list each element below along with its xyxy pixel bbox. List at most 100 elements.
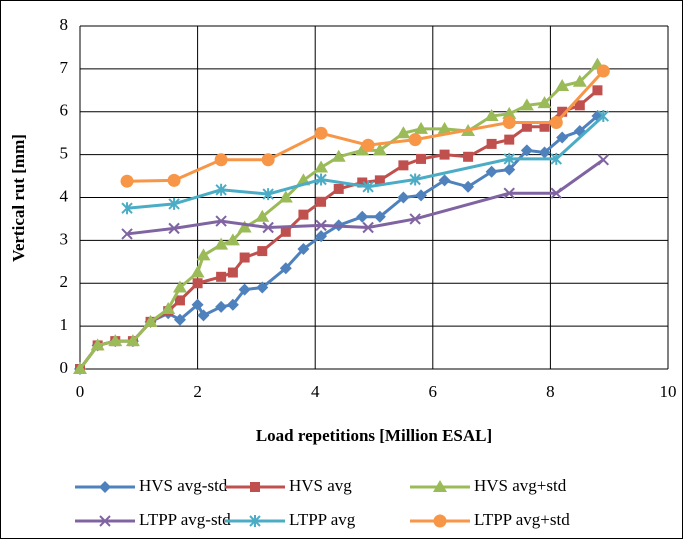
y-axis-label: Vertical rut [mm] <box>9 134 28 262</box>
marker <box>314 160 329 173</box>
x-tick-label: 8 <box>546 382 555 401</box>
y-tick-label: 8 <box>60 15 69 34</box>
marker <box>437 121 452 134</box>
marker <box>237 220 252 233</box>
marker <box>108 334 123 347</box>
marker <box>214 153 228 167</box>
marker <box>362 221 374 234</box>
series-line <box>126 114 605 210</box>
marker <box>173 313 186 326</box>
marker <box>120 174 134 188</box>
y-tick-label: 4 <box>60 186 69 205</box>
marker <box>125 334 140 347</box>
marker <box>537 96 552 109</box>
marker <box>415 189 428 202</box>
marker <box>216 271 227 282</box>
marker <box>521 121 532 132</box>
x-tick-label: 10 <box>660 382 677 401</box>
marker <box>557 106 568 117</box>
series-line <box>127 70 605 183</box>
marker <box>555 79 570 92</box>
marker <box>167 173 181 187</box>
marker <box>372 143 387 156</box>
marker <box>362 180 374 193</box>
marker <box>409 213 421 225</box>
legend-label: HVS avg-std <box>139 476 228 495</box>
marker <box>486 138 497 149</box>
marker <box>484 109 499 122</box>
marker <box>397 191 410 204</box>
marker <box>278 190 293 203</box>
y-tick-label: 0 <box>60 358 69 377</box>
marker <box>225 233 240 246</box>
marker <box>280 226 291 237</box>
marker <box>238 283 251 296</box>
marker <box>355 143 370 156</box>
marker <box>315 173 327 186</box>
marker <box>197 309 210 322</box>
marker <box>538 146 551 159</box>
marker <box>596 64 610 78</box>
marker <box>297 242 310 255</box>
marker <box>592 85 603 96</box>
marker <box>226 298 239 311</box>
y-tick-label: 1 <box>60 315 69 334</box>
marker <box>373 210 386 223</box>
marker <box>190 265 205 278</box>
legend-marker <box>433 480 447 492</box>
x-tick-label: 0 <box>76 382 85 401</box>
marker <box>172 280 187 293</box>
marker <box>215 300 228 313</box>
legend-label: LTPP avg <box>289 510 356 529</box>
legend-label: HVS avg <box>289 476 352 495</box>
y-tick-label: 3 <box>60 229 69 248</box>
marker <box>316 196 327 207</box>
marker <box>214 237 229 250</box>
marker <box>168 197 180 210</box>
x-axis-label: Load repetitions [Million ESAL] <box>256 426 492 445</box>
marker <box>485 165 498 178</box>
marker <box>261 153 275 167</box>
legend-marker <box>249 515 261 527</box>
marker <box>398 160 409 171</box>
marker <box>192 278 203 289</box>
legend-label: HVS avg+std <box>474 476 567 495</box>
marker <box>574 100 585 111</box>
marker <box>416 153 427 164</box>
x-tick-label: 4 <box>311 382 320 401</box>
legend-label: LTPP avg-std <box>139 510 231 529</box>
marker <box>257 246 268 257</box>
marker <box>161 301 176 314</box>
marker <box>504 134 515 145</box>
x-tick-label: 6 <box>429 382 438 401</box>
marker <box>408 133 422 147</box>
marker <box>256 281 269 294</box>
marker <box>502 115 516 129</box>
legend-marker <box>433 514 447 528</box>
marker <box>462 180 475 193</box>
marker <box>539 121 550 132</box>
marker <box>174 295 185 306</box>
marker <box>550 152 562 165</box>
marker <box>503 163 516 176</box>
marker <box>279 262 292 275</box>
marker <box>572 74 587 87</box>
marker <box>298 209 309 220</box>
marker <box>520 144 533 157</box>
marker <box>121 202 133 215</box>
marker <box>262 188 274 201</box>
marker <box>409 173 421 186</box>
marker <box>168 222 180 235</box>
marker <box>361 138 375 152</box>
x-tick-label: 2 <box>193 382 202 401</box>
marker <box>143 314 158 327</box>
marker <box>196 248 211 261</box>
marker <box>239 252 250 263</box>
marker <box>73 362 87 374</box>
marker <box>549 115 563 129</box>
marker <box>356 210 369 223</box>
marker <box>414 121 429 134</box>
series-line <box>126 158 605 236</box>
